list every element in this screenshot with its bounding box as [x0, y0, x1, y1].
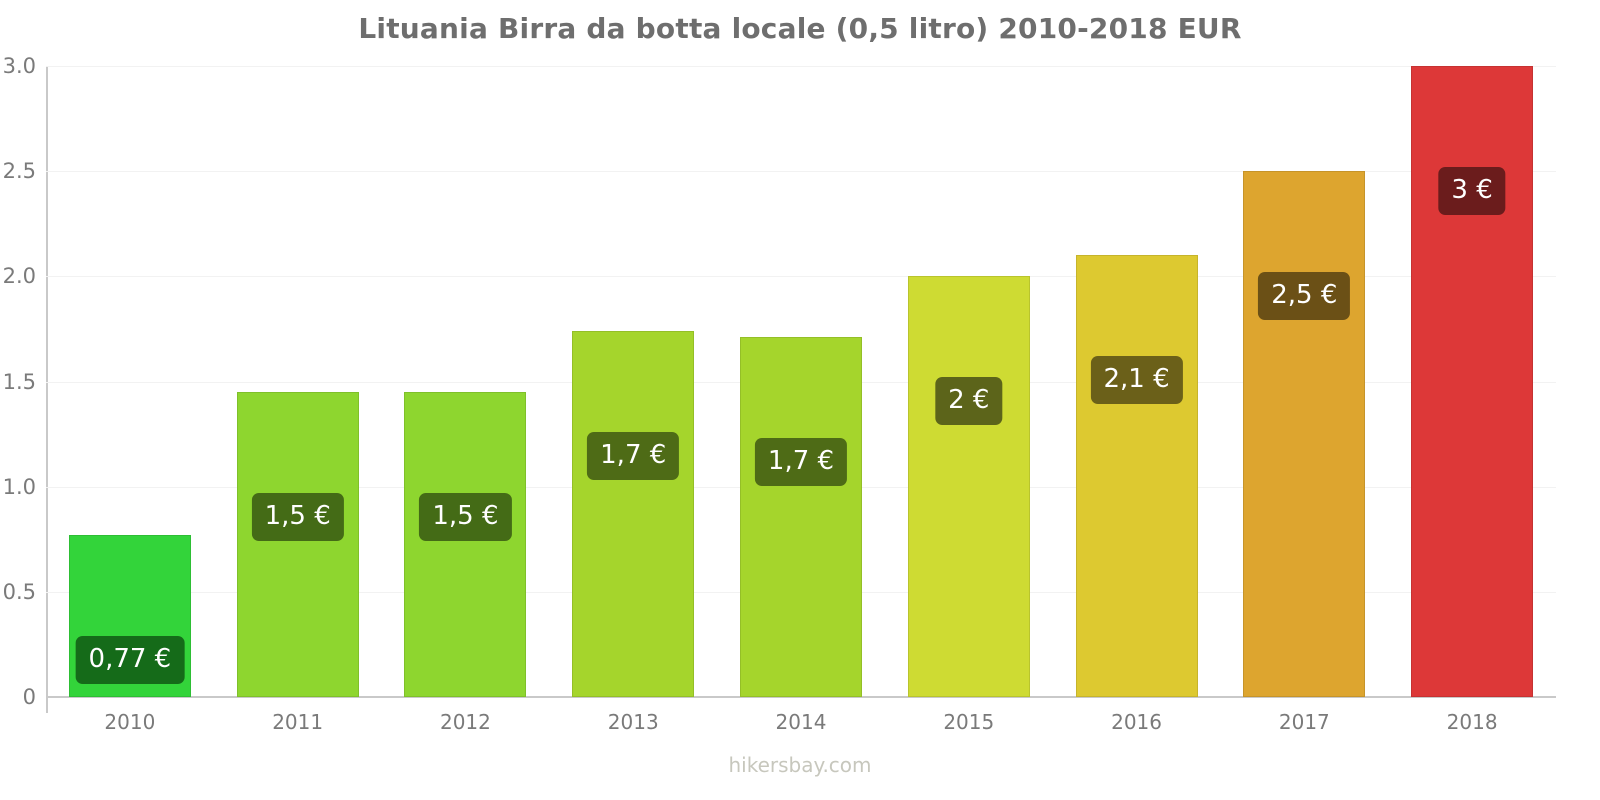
x-tick-label: 2018 — [1446, 710, 1498, 734]
y-tick-label: 1.0 — [2, 474, 36, 499]
y-tick-label: 0 — [22, 685, 36, 709]
gridline — [46, 66, 1556, 67]
bar[interactable]: 2 € — [907, 276, 1030, 697]
x-tick-label: 2012 — [439, 710, 491, 734]
bar[interactable]: 1,5 € — [236, 392, 359, 697]
bar-value-label: 2,1 € — [1090, 356, 1183, 405]
bar[interactable]: 2,5 € — [1243, 171, 1366, 697]
bar-value-label: 2,5 € — [1258, 272, 1351, 321]
plot-area: 0,77 € 1,5 € 1,5 € 1,7 € 1,7 € 2 € 2,1 € 2,5 € 3… — [46, 66, 1556, 697]
y-tick-label: 2.5 — [2, 159, 36, 184]
y-axis-line — [46, 66, 48, 713]
y-tick-label: 0.5 — [2, 579, 36, 604]
bar-value-label: 1,7 € — [754, 438, 848, 487]
bar[interactable]: 1,7 € — [740, 337, 862, 697]
y-tick-label: 1.5 — [2, 369, 36, 394]
bar-value-label: 1,7 € — [587, 432, 680, 481]
x-tick-label: 2017 — [1278, 710, 1330, 734]
bar-value-label: 2 € — [935, 377, 1003, 426]
bar-value-label: 1,5 € — [251, 493, 344, 542]
x-tick-label: 2010 — [104, 710, 156, 734]
x-tick-label: 2015 — [943, 710, 995, 734]
bar-value-label: 0,77 € — [75, 636, 185, 685]
bar-value-label: 3 € — [1438, 167, 1506, 215]
bar-value-label: 1,5 € — [419, 493, 512, 542]
bar[interactable]: 3 € — [1411, 66, 1534, 697]
bars-layer: 0,77 € 1,5 € 1,5 € 1,7 € 1,7 € 2 € 2,1 € 2,5 € 3… — [46, 66, 1556, 697]
bar[interactable]: 2,1 € — [1075, 255, 1198, 697]
x-tick-label: 2016 — [1111, 710, 1162, 734]
y-tick-label: 2.0 — [2, 264, 36, 289]
bar[interactable]: 1,7 € — [572, 331, 695, 697]
gridline — [46, 276, 1556, 278]
bar[interactable]: 0,77 € — [68, 535, 191, 697]
x-axis-line — [46, 696, 1556, 698]
bar[interactable]: 1,5 € — [404, 392, 527, 697]
footer-watermark: hikersbay.com — [728, 753, 872, 777]
y-tick-label: 3.0 — [2, 54, 36, 78]
gridline — [46, 171, 1556, 173]
chart-title: Lituania Birra da botta locale (0,5 litr… — [358, 12, 1242, 45]
x-tick-label: 2011 — [272, 710, 324, 734]
x-tick-label: 2013 — [607, 710, 659, 734]
x-tick-label: 2014 — [775, 710, 827, 734]
